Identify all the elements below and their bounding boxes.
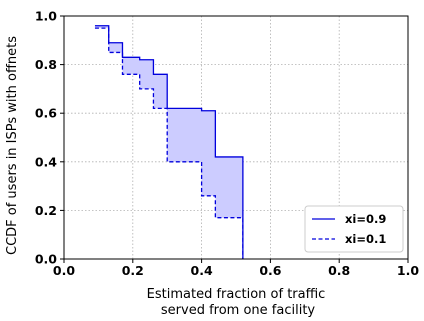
x-tick-label-3: 0.6 (259, 263, 281, 278)
legend-label-xi-0.1: xi=0.1 (345, 232, 386, 246)
legend: xi=0.9 xi=0.1 (304, 205, 404, 253)
x-tick-label-1: 0.2 (122, 263, 144, 278)
x-tick-label-5: 1.0 (397, 263, 419, 278)
y-axis-label: CCDF of users in ISPs with offnets (5, 36, 20, 255)
plot-frame (63, 15, 409, 260)
legend-box (304, 205, 404, 253)
x-axis-label-line1: Estimated fraction of traffic (147, 287, 326, 302)
x-tick-label-4: 0.8 (328, 263, 350, 278)
series-lines (94, 25, 244, 259)
y-tick-label-1: 0.2 (35, 203, 57, 218)
y-tick-label-2: 0.4 (35, 154, 57, 169)
x-axis-label-line2: served from one facility (161, 303, 316, 318)
x-tick-label-2: 0.4 (191, 263, 213, 278)
series-line-xi=0.1 (94, 27, 244, 259)
y-tick-label-0: 0.0 (35, 252, 57, 267)
y-tick-label-4: 0.8 (35, 57, 57, 72)
axis-ticks: 0.0 0.2 0.4 0.6 0.8 1.0 0.0 0.2 0.4 0.6 0.8 1.0 (35, 9, 420, 279)
legend-label-xi-0.9: xi=0.9 (345, 212, 386, 226)
y-tick-label-3: 0.6 (35, 106, 57, 121)
x-tick-label-0: 0.0 (53, 263, 75, 278)
fill-between-area (94, 25, 243, 259)
y-tick-label-5: 1.0 (35, 9, 57, 24)
series-line-xi=0.9 (94, 25, 244, 259)
